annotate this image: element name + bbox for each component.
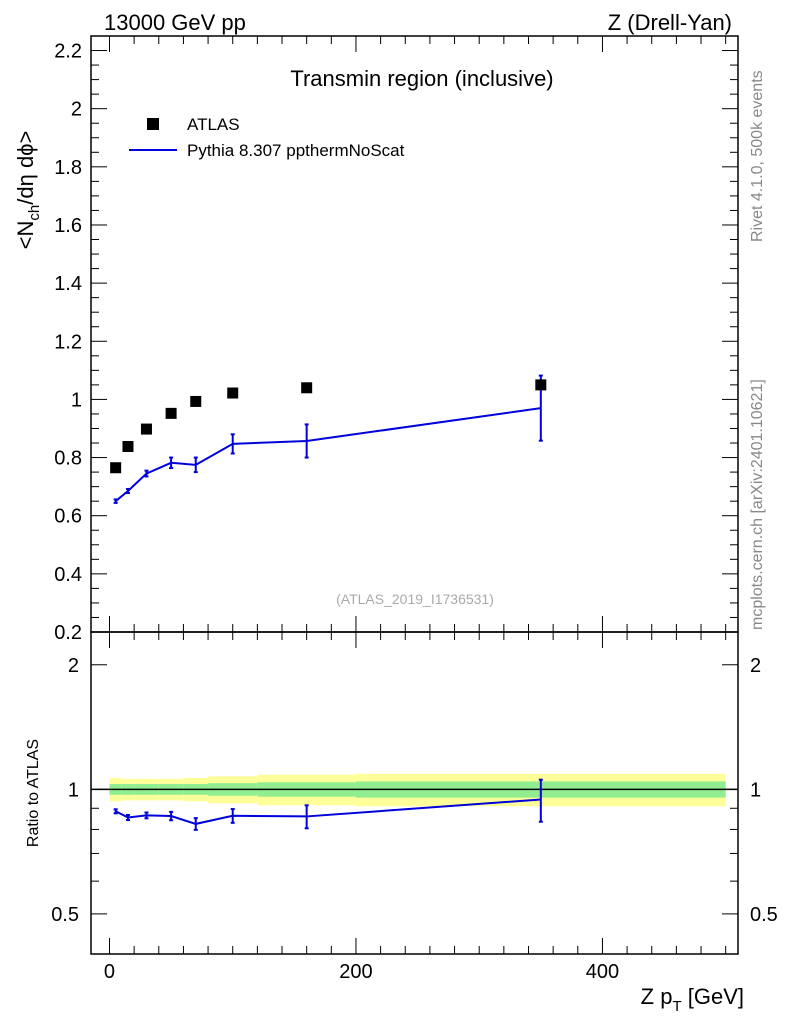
- ratio-ylabel: Ratio to ATLAS: [25, 739, 42, 847]
- header-right: Z (Drell-Yan): [608, 10, 732, 35]
- ratio-ytick-label-left: 0.5: [51, 904, 79, 926]
- ratio-ytick-label-left: 2: [68, 655, 79, 677]
- atlas-data-point: [301, 382, 313, 394]
- atlas-data-point: [140, 423, 152, 435]
- main-ytick-label: 2.2: [54, 41, 82, 63]
- xtick-label: 400: [586, 961, 619, 983]
- side-label-rivet: Rivet 4.1.0, 500k events: [749, 70, 766, 242]
- atlas-data-point: [535, 379, 547, 391]
- main-ytick-label: 1.8: [54, 157, 82, 179]
- xaxis-label-sub: T: [672, 998, 681, 1015]
- main-ytick-label: 2: [71, 99, 82, 121]
- atlas-data-point: [165, 407, 177, 419]
- main-ytick-label: 1.6: [54, 215, 82, 237]
- header-left: 13000 GeV pp: [104, 10, 246, 35]
- main-ytick-labels: 0.2 0.4 0.6 0.8 1 1.2 1.4 1.6 1.8 2 2.2: [54, 41, 82, 644]
- ratio-mc-line: [115, 798, 541, 825]
- main-ytick-label: 0.2: [54, 622, 82, 644]
- legend: ATLAS Pythia 8.307 ppthermNoScat: [129, 115, 405, 160]
- xaxis-label-tail: [GeV]: [682, 984, 744, 1009]
- atlas-data-point: [122, 441, 134, 453]
- ratio-ytick-label-right: 1: [750, 779, 761, 801]
- main-ytick-label: 1.4: [54, 273, 82, 295]
- legend-label-atlas: ATLAS: [187, 115, 240, 134]
- ratio-xtick-labels: 0 200 400: [104, 961, 619, 983]
- legend-label-pythia: Pythia 8.307 ppthermNoScat: [187, 141, 405, 160]
- xtick-label: 200: [339, 961, 372, 983]
- main-ylabel-main: <N: [13, 221, 38, 250]
- main-mc-series: [113, 374, 543, 504]
- main-ytick-label: 1: [71, 389, 82, 411]
- atlas-data-point: [190, 395, 202, 407]
- ratio-ticks: [91, 632, 738, 954]
- main-panel: 0.2 0.4 0.6 0.8 1 1.2 1.4 1.6 1.8 2 2.2 Transmin r…: [13, 35, 739, 644]
- ratio-frame: [90, 631, 739, 955]
- main-ytick-label: 0.6: [54, 506, 82, 528]
- xaxis-label-main: Z p: [641, 984, 673, 1009]
- main-ylabel-tail: /dη dϕ>: [13, 131, 38, 205]
- mc-line: [115, 407, 541, 502]
- ratio-ytick-label-right: 0.5: [750, 904, 778, 926]
- legend-marker-atlas: [147, 118, 159, 130]
- main-ytick-label: 0.4: [54, 564, 82, 586]
- main-ylabel: <Nch/dη dϕ>: [13, 131, 43, 250]
- ratio-ytick-labels: 0.5 0.5 1 1 2 2: [51, 655, 778, 926]
- main-title: Transmin region (inclusive): [290, 66, 553, 91]
- main-ticks: [91, 35, 738, 633]
- ratio-panel: 0.5 0.5 1 1 2 2 0 200 400 Ratio to ATLAS Z pT […: [25, 631, 778, 1015]
- main-data-series: [110, 379, 547, 474]
- atlas-data-point: [227, 387, 239, 399]
- xtick-label: 0: [104, 961, 115, 983]
- ratio-ytick-label-right: 2: [750, 655, 761, 677]
- main-ytick-label: 0.8: [54, 448, 82, 470]
- main-ytick-label: 1.2: [54, 331, 82, 353]
- atlas-data-point: [110, 462, 122, 474]
- xaxis-label: Z pT [GeV]: [641, 984, 744, 1015]
- main-ylabel-sub: ch: [26, 205, 43, 221]
- ratio-ytick-label-left: 1: [68, 779, 79, 801]
- ratio-mc-series: [113, 778, 543, 831]
- analysis-label: (ATLAS_2019_I1736531): [336, 591, 494, 607]
- side-label-mcplots: mcplots.cern.ch [arXiv:2401.10621]: [749, 379, 766, 630]
